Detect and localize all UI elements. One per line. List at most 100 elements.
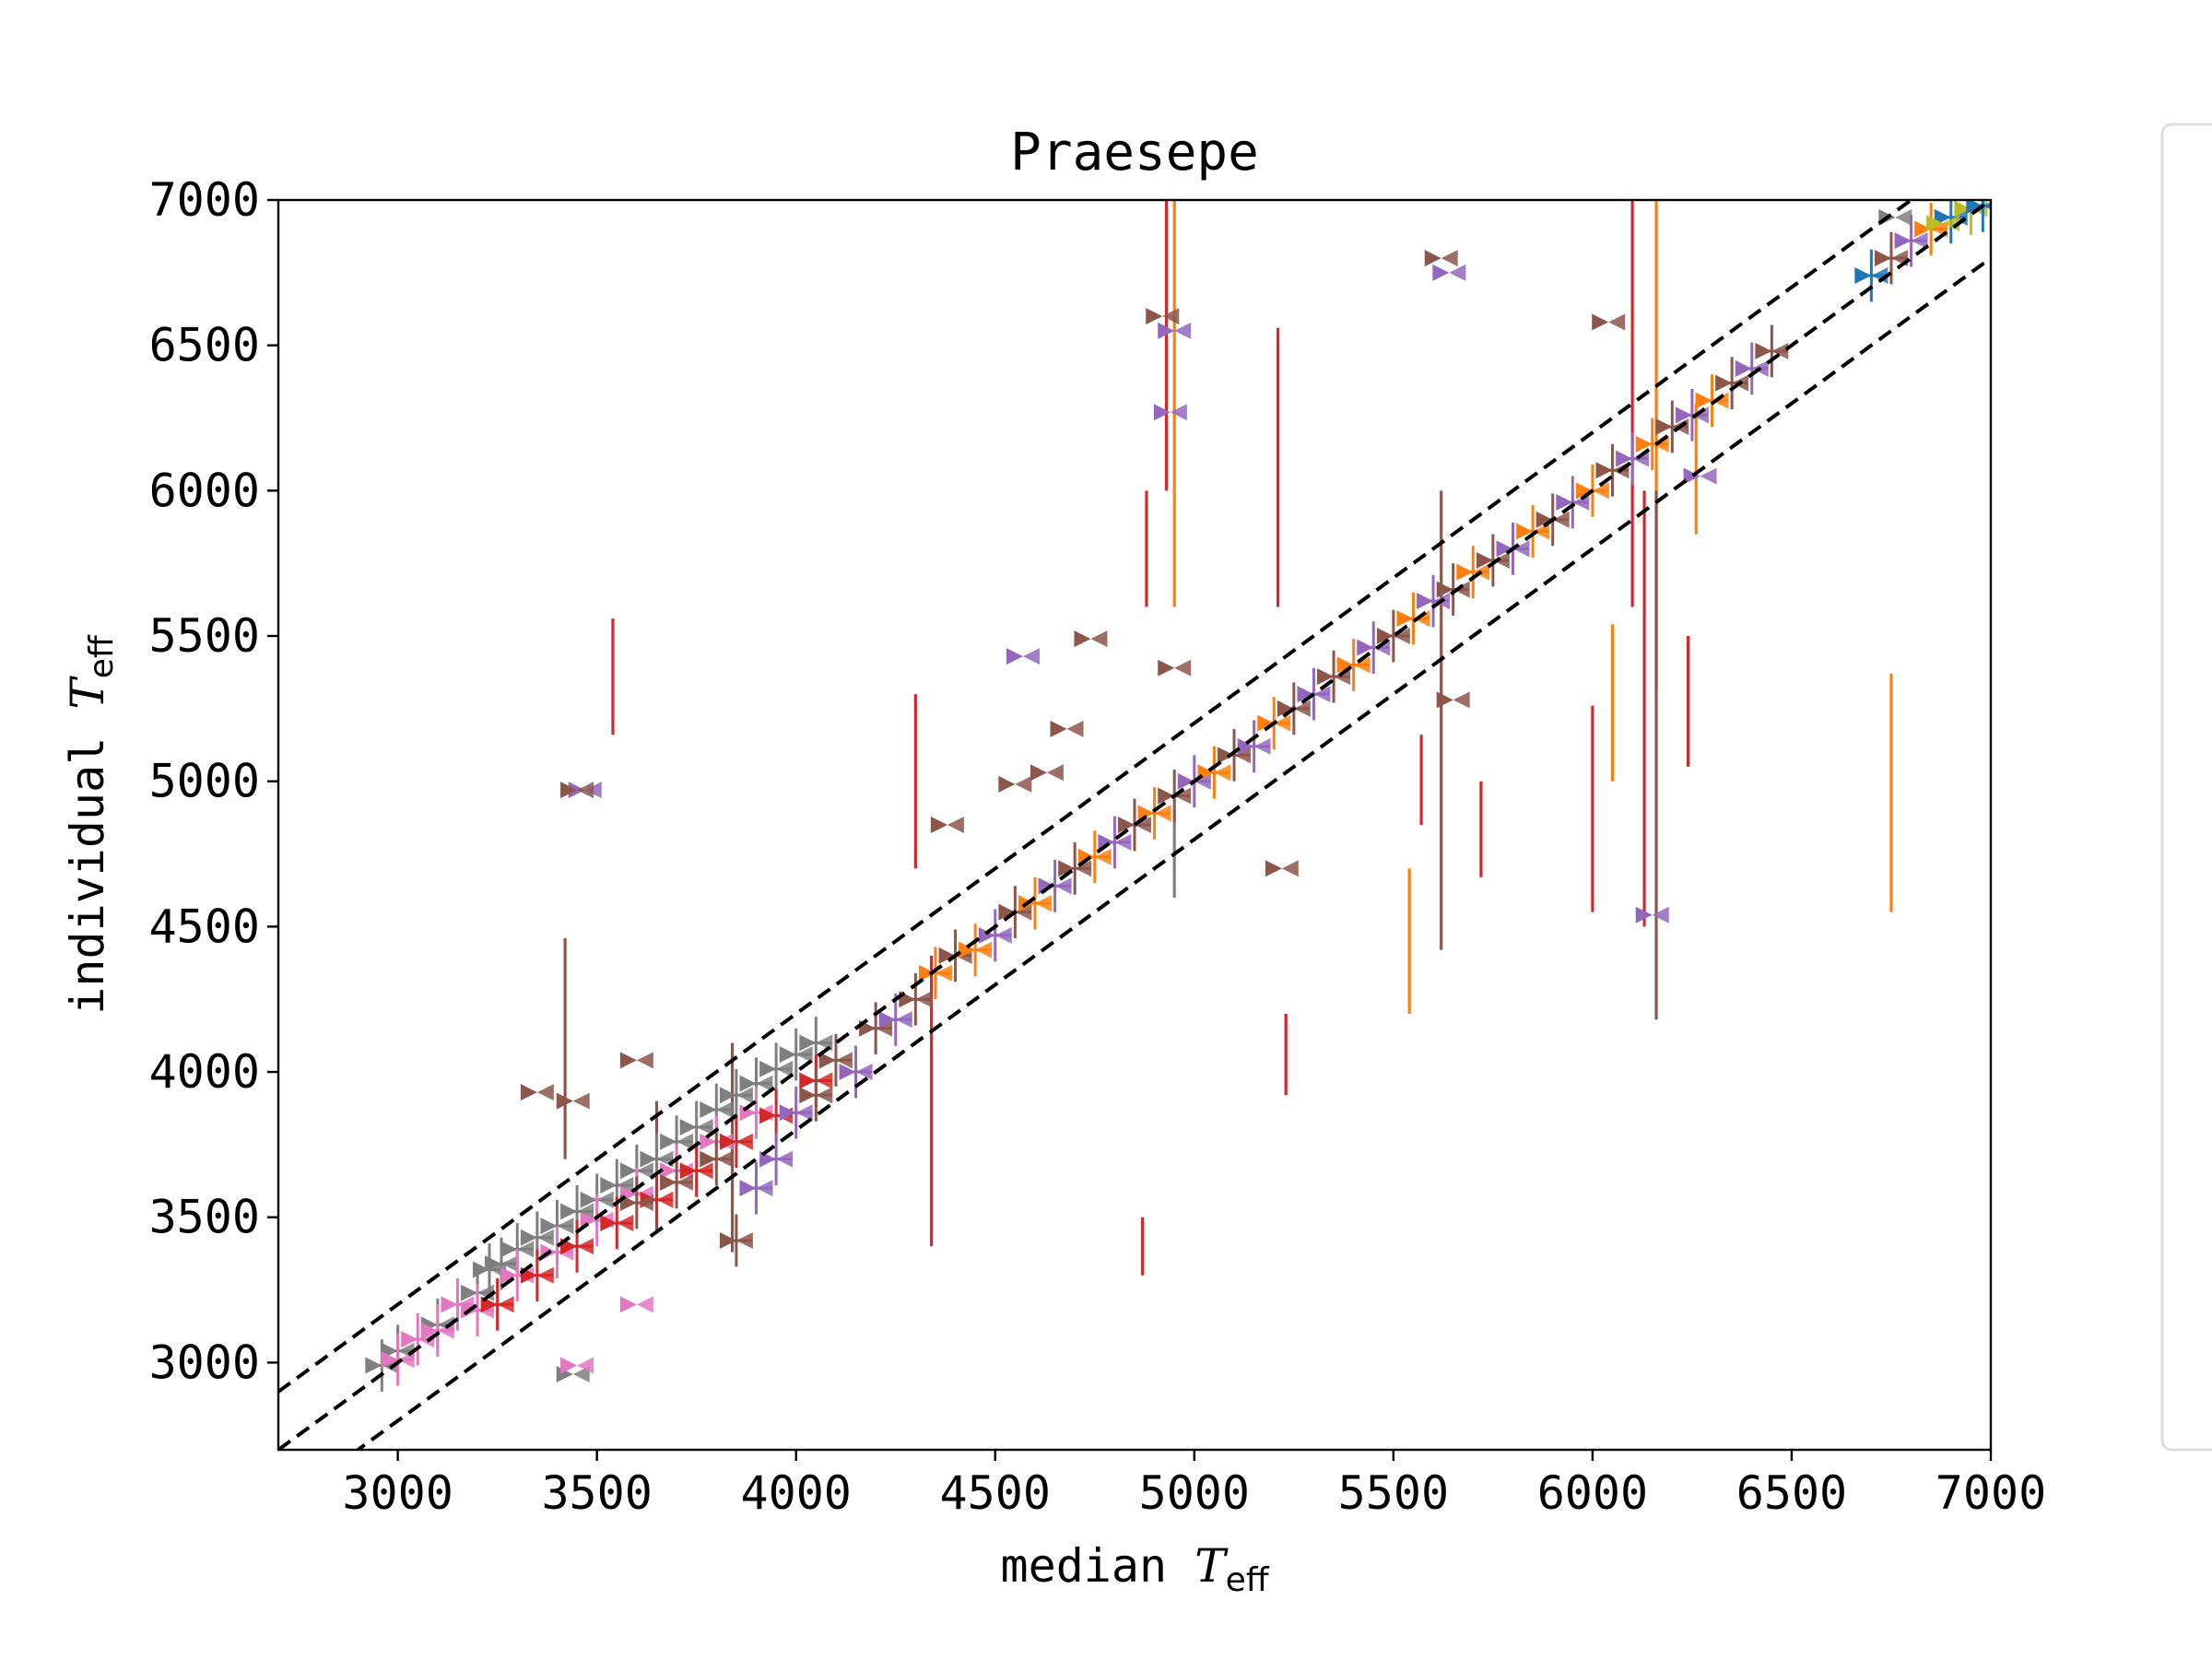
data-point-left [365, 1357, 382, 1374]
reference-line-layer [278, 200, 1991, 1450]
data-point [1177, 772, 1211, 790]
data-point-right [1771, 342, 1789, 359]
data-point-left [660, 1133, 677, 1150]
data-point-right [617, 1177, 634, 1194]
data-point-right [636, 1162, 653, 1180]
data-point-right [795, 1046, 813, 1064]
data-point-left [1277, 700, 1294, 717]
data-point-left [998, 903, 1016, 921]
outlier-point-left [1050, 720, 1067, 737]
data-point-left [1914, 220, 1932, 238]
data-point-left [1695, 392, 1712, 409]
data-point-right [994, 926, 1012, 944]
data-point [998, 903, 1032, 921]
data-point-left [779, 1046, 796, 1064]
x-axis: 3000 3500 4000 4500 5000 5500 6000 6500 7000 [342, 1450, 2046, 1520]
reference-line [278, 200, 1991, 1450]
outlier-point-right [572, 1092, 590, 1110]
outlier-point-left [1265, 860, 1282, 877]
data-point [1966, 200, 1991, 215]
data-point-left [619, 1162, 637, 1180]
data-point-left [799, 1034, 817, 1052]
data-point [739, 1180, 773, 1197]
data-point [619, 1162, 653, 1180]
data-point-left [1237, 737, 1254, 755]
data-point-left [580, 1191, 597, 1208]
reference-line [355, 256, 1991, 1450]
data-point-left [1635, 435, 1653, 453]
data-point-left [739, 1075, 757, 1092]
outlier-point [619, 1052, 653, 1069]
y-axis-label: individual Teff [61, 634, 121, 1015]
chart-title: Praesepe [1010, 123, 1259, 182]
data-point-right [1453, 581, 1470, 598]
outlier-point-left [619, 1296, 637, 1313]
outlier-point-right [1046, 764, 1064, 782]
data-point-left [938, 947, 956, 964]
y-axis-label-text: individual [61, 710, 114, 1015]
data-point-left [1966, 200, 1983, 215]
outlier-point-left [560, 1357, 578, 1374]
outlier-point [1153, 404, 1187, 421]
data-point-right [1214, 764, 1231, 782]
x-tick-label: 6500 [1736, 1466, 1847, 1520]
data-point-left [1476, 552, 1493, 570]
main-band-layer [365, 200, 1991, 1392]
data-point-right [835, 1052, 853, 1069]
data-point-right [1712, 392, 1729, 409]
data-point-right [1114, 833, 1132, 851]
data-point [401, 1331, 435, 1348]
data-point-right [876, 1019, 893, 1037]
outlier-point [1683, 467, 1717, 485]
data-point [679, 1162, 713, 1180]
outlier-point-left [1158, 659, 1175, 677]
plot-frame [276, 198, 1993, 1452]
data-point-right [1034, 895, 1052, 912]
data-point-right [1154, 805, 1171, 822]
data-point-left [540, 1218, 558, 1235]
data-point-right [1135, 817, 1151, 833]
data-point-left [461, 1284, 478, 1301]
data-point [600, 1215, 634, 1232]
data-point-left [560, 1203, 578, 1220]
outlier-point-left [520, 1084, 537, 1101]
data-point-left [978, 926, 995, 944]
outlier-point [520, 1084, 554, 1101]
data-point-right [1353, 656, 1371, 674]
data-point-left [719, 1133, 736, 1150]
data-point-left [719, 1231, 736, 1249]
data-point-left [1854, 266, 1872, 284]
outlier-point [619, 1296, 653, 1313]
data-point-right [677, 1133, 694, 1150]
data-point-left [1516, 523, 1534, 540]
y-tick-label: 3500 [149, 1191, 260, 1244]
data-point-right [1194, 772, 1211, 790]
data-point [799, 1087, 833, 1104]
data-point [959, 941, 993, 959]
outlier-point-right [1441, 250, 1458, 267]
outlier-point-right [1652, 906, 1669, 924]
data-point-right [1983, 201, 1991, 210]
data-point-right [1512, 540, 1530, 558]
data-point [700, 1101, 734, 1119]
data-point [839, 1064, 873, 1081]
data-point-left [401, 1331, 418, 1348]
data-point [540, 1218, 574, 1235]
data-point-right [975, 941, 993, 959]
data-point-right [735, 1087, 753, 1104]
data-point [799, 1072, 833, 1089]
outlier-point [1635, 906, 1669, 924]
outlier-point [1265, 860, 1299, 877]
y-axis-label-subscript: eff [83, 634, 121, 678]
outlier-point [1592, 313, 1626, 331]
data-point [1535, 511, 1570, 528]
outlier-point-left [1424, 250, 1441, 267]
data-point-left [1894, 232, 1912, 250]
outlier-point [1158, 322, 1192, 339]
data-point-left [679, 1162, 697, 1180]
outlier-layer [520, 208, 1960, 1383]
outlier-point [1432, 264, 1466, 281]
outlier-point-right [1281, 860, 1299, 877]
